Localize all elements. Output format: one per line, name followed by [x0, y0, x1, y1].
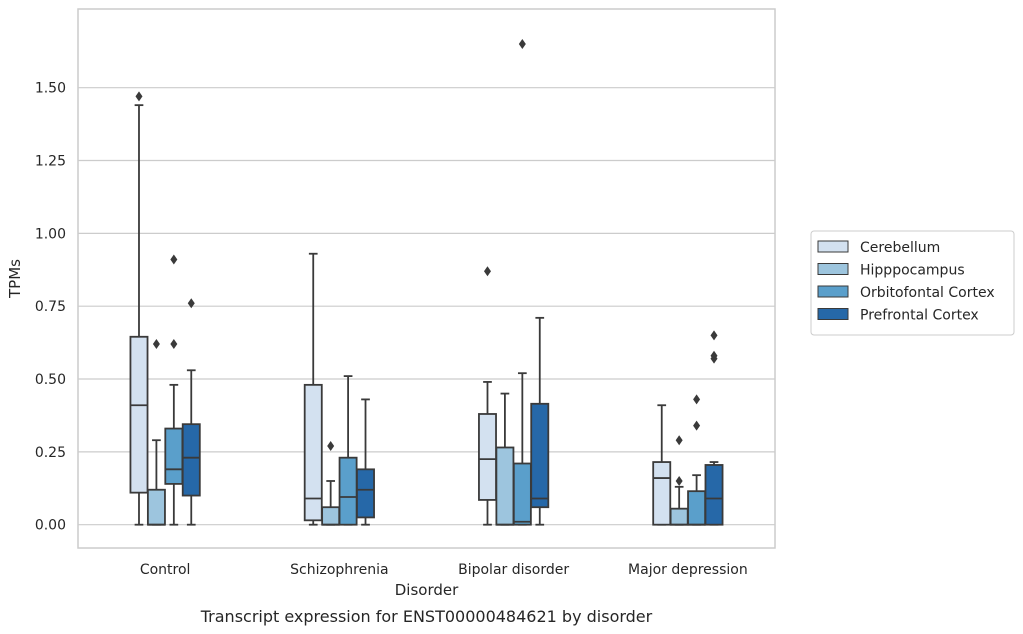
outlier-point — [710, 330, 718, 341]
legend-swatch — [817, 308, 849, 320]
box-iqr — [652, 461, 672, 526]
y-axis-label: TPMs — [6, 259, 24, 299]
legend-label: Orbitofontal Cortex — [860, 285, 995, 301]
outlier-point — [675, 475, 683, 486]
outlier-point — [327, 441, 335, 452]
box-iqr — [356, 468, 375, 519]
x-tick-label: Control — [140, 562, 191, 578]
legend-label: Cerebellum — [860, 240, 940, 256]
y-tick-label: 1.25 — [35, 154, 66, 170]
box-prefrontal-cortex — [356, 398, 375, 526]
legend-frame — [810, 230, 1015, 336]
outlier-point — [483, 266, 491, 277]
box-orbitofontal-cortex — [687, 394, 707, 526]
box-iqr — [687, 490, 707, 526]
box-orbitofontal-cortex — [512, 38, 532, 526]
box-iqr — [512, 462, 532, 526]
x-tick-label: Major depression — [628, 562, 748, 578]
x-axis-label: Disorder — [395, 581, 459, 599]
y-tick-label: 0.25 — [35, 445, 66, 461]
box-cerebellum — [652, 404, 672, 526]
box-prefrontal-cortex — [704, 330, 724, 526]
legend-label: Hipppocampus — [860, 263, 965, 279]
chart-caption: Transcript expression for ENST0000048462… — [200, 607, 653, 626]
outlier-point — [693, 420, 701, 431]
box-iqr — [303, 383, 323, 522]
box-iqr — [704, 464, 724, 526]
outlier-point — [675, 435, 683, 446]
box-iqr — [530, 402, 550, 509]
box-prefrontal-cortex — [530, 316, 550, 526]
outlier-point — [187, 298, 195, 309]
box-hipppocampus — [321, 441, 341, 526]
outlier-point — [693, 394, 701, 405]
legend: Cerebellum Hipppocampus Orbitofontal Corte… — [810, 230, 1015, 336]
box-orbitofontal-cortex — [338, 375, 358, 526]
box-iqr — [146, 488, 166, 526]
box-hipppocampus — [669, 435, 689, 526]
box-iqr — [164, 427, 184, 485]
outlier-point — [152, 339, 160, 350]
y-tick-label: 1.00 — [35, 226, 66, 242]
box-orbitofontal-cortex — [164, 254, 184, 526]
y-tick-label: 0.00 — [35, 518, 66, 534]
legend-label: Prefrontal Cortex — [860, 308, 979, 324]
box-cerebellum — [129, 91, 149, 526]
x-axis-ticks: Control Schizophrenia Bipolar disorder Majo… — [140, 562, 748, 578]
outlier-point — [135, 91, 143, 102]
box-iqr — [338, 456, 358, 526]
box-prefrontal-cortex — [181, 298, 201, 526]
box-plot-area — [129, 38, 724, 526]
y-tick-label: 1.50 — [35, 81, 66, 97]
x-tick-label: Bipolar disorder — [458, 562, 569, 578]
y-tick-label: 0.50 — [35, 372, 66, 388]
box-hipppocampus — [146, 339, 166, 526]
outlier-point — [710, 350, 718, 361]
x-tick-label: Schizophrenia — [290, 562, 388, 578]
box-iqr — [669, 507, 689, 526]
plot-frame — [77, 8, 776, 549]
box-iqr — [495, 446, 515, 526]
y-axis-ticks: 0.00 0.25 0.50 0.75 1.00 1.25 1.50 — [35, 81, 66, 534]
box-cerebellum — [303, 252, 323, 526]
outlier-point — [170, 339, 178, 350]
outlier-point — [170, 254, 178, 265]
box-hipppocampus — [495, 392, 515, 526]
legend-swatch — [817, 240, 849, 253]
box-iqr — [129, 335, 149, 494]
outlier-point — [518, 38, 526, 49]
box-iqr — [181, 423, 201, 497]
box-cerebellum — [478, 266, 497, 526]
legend-swatch — [817, 285, 849, 298]
box-iqr — [321, 506, 341, 526]
legend-swatch — [817, 263, 849, 275]
box-iqr — [478, 413, 497, 501]
y-tick-label: 0.75 — [35, 299, 66, 315]
